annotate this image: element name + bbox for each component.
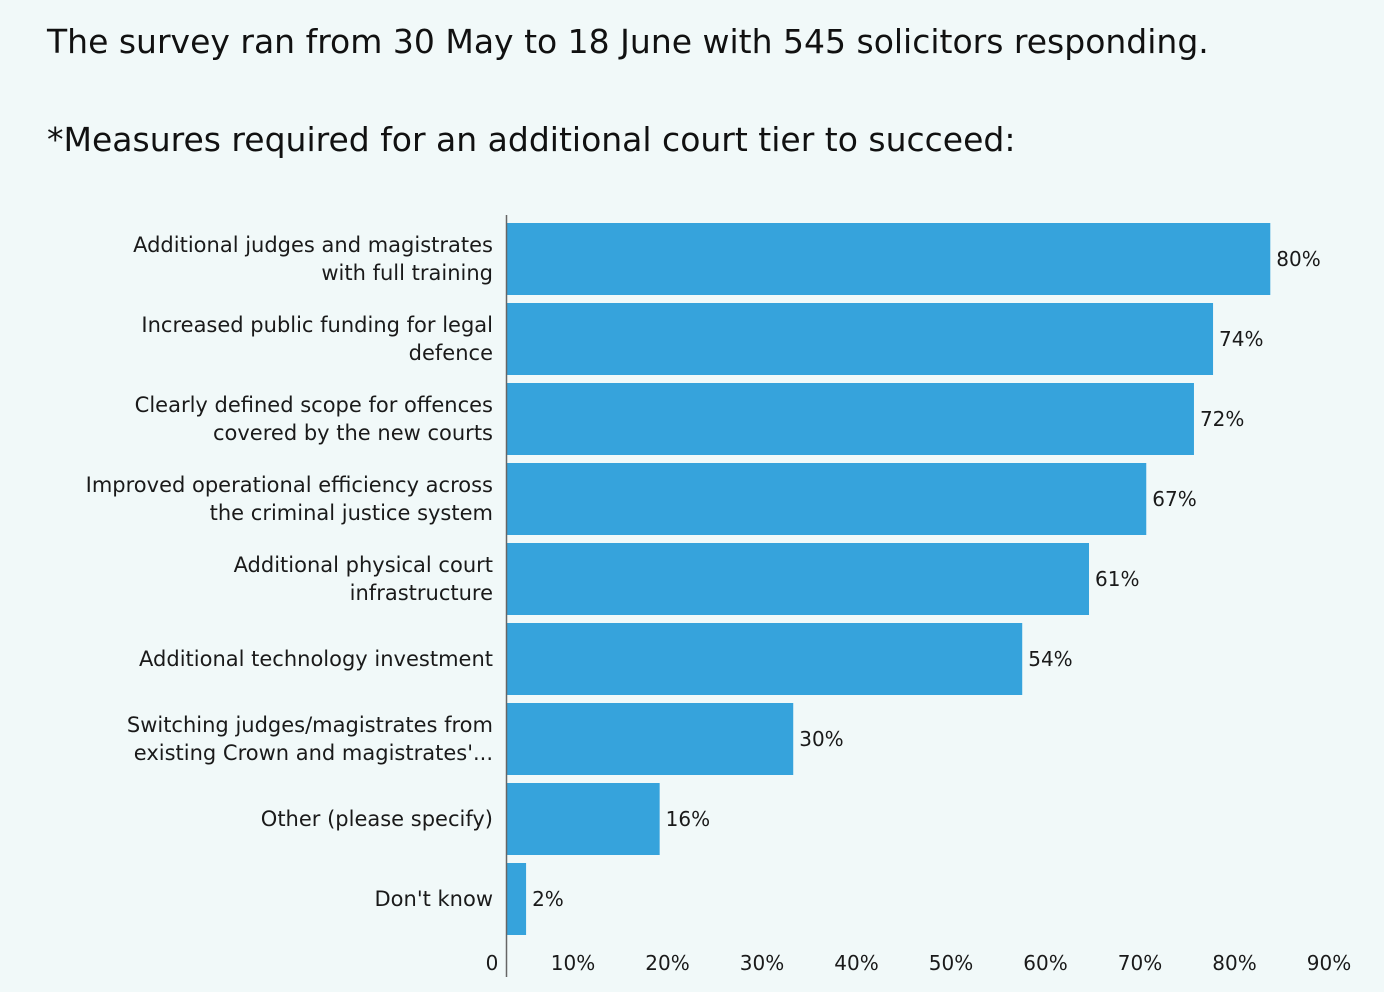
chart-title: *Measures required for an additional cou…	[47, 120, 1016, 159]
x-tick-label-80: 80%	[1212, 951, 1256, 975]
bar-additional-physical-court-infrastructure	[507, 543, 1090, 615]
x-tick-label-60: 60%	[1023, 951, 1067, 975]
x-tick-label-0: 0	[486, 951, 499, 975]
category-label-improved-operational-efficiency-across-t: Improved operational efficiency across th…	[86, 473, 493, 525]
bars-group	[507, 223, 1271, 935]
x-axis-ticks-group: 0 10% 20% 30% 40% 50% 60% 70% 80% 90%	[486, 951, 1352, 975]
category-label-other-please-specify: Other (please specify)	[261, 807, 493, 831]
category-label-additional-physical-court-infrastructure: Additional physical court infrastructure	[234, 553, 493, 605]
value-label-increased-public-funding-for-legal-defen: 74%	[1219, 327, 1263, 351]
bar-clearly-defined-scope-for-offences-cover	[507, 383, 1194, 455]
x-tick-label-20: 20%	[645, 951, 689, 975]
category-label-increased-public-funding-for-legal-defen: Increased public funding for legal defenc…	[141, 313, 493, 365]
value-label-additional-judges-and-magistrates-with-f: 80%	[1276, 247, 1320, 271]
bar-additional-technology-investment	[507, 623, 1023, 695]
value-labels-group: 80% 74% 72% 67% 61% 54% 30% 16% 2%	[532, 247, 1321, 911]
bar-other-please-specify	[507, 783, 660, 855]
category-labels-group: Additional judges and magistrates with fu…	[86, 233, 493, 911]
bar-improved-operational-efficiency-across-t	[507, 463, 1147, 535]
category-label-switching-judges-magistrates-from-existi: Switching judges/magistrates from existin…	[127, 713, 493, 765]
x-tick-label-10: 10%	[551, 951, 595, 975]
bar-switching-judges-magistrates-from-existi	[507, 703, 794, 775]
value-label-don-t-know: 2%	[532, 887, 564, 911]
category-label-don-t-know: Don't know	[374, 887, 493, 911]
bar-increased-public-funding-for-legal-defen	[507, 303, 1214, 375]
x-tick-label-70: 70%	[1118, 951, 1162, 975]
x-tick-label-40: 40%	[834, 951, 878, 975]
value-label-improved-operational-efficiency-across-t: 67%	[1152, 487, 1196, 511]
value-label-switching-judges-magistrates-from-existi: 30%	[799, 727, 843, 751]
category-label-additional-technology-investment: Additional technology investment	[139, 647, 493, 671]
value-label-clearly-defined-scope-for-offences-cover: 72%	[1200, 407, 1244, 431]
value-label-additional-physical-court-infrastructure: 61%	[1095, 567, 1139, 591]
value-label-other-please-specify: 16%	[666, 807, 710, 831]
x-tick-label-90: 90%	[1307, 951, 1351, 975]
survey-note: The survey ran from 30 May to 18 June wi…	[47, 22, 1209, 61]
x-tick-label-30: 30%	[740, 951, 784, 975]
x-tick-label-50: 50%	[929, 951, 973, 975]
category-label-clearly-defined-scope-for-offences-cover: Clearly defined scope for offences covere…	[135, 393, 493, 445]
bar-additional-judges-and-magistrates-with-f	[507, 223, 1271, 295]
value-label-additional-technology-investment: 54%	[1028, 647, 1072, 671]
bar-don-t-know	[507, 863, 527, 935]
category-label-additional-judges-and-magistrates-with-f: Additional judges and magistrates with fu…	[133, 233, 493, 285]
